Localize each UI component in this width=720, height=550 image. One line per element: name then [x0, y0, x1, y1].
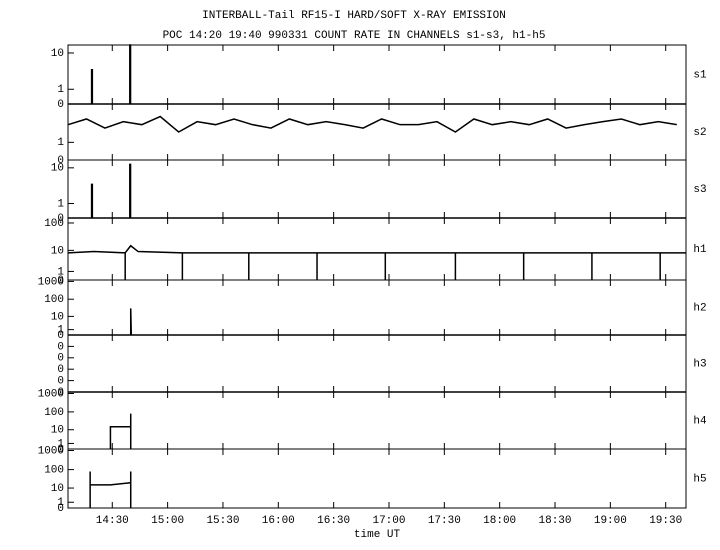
y-tick-label: 0 [57, 387, 64, 399]
series-label: s2 [693, 127, 706, 139]
series-label: s1 [693, 69, 707, 81]
y-tick-label: 0 [57, 213, 64, 225]
series-label: h2 [693, 302, 706, 314]
x-tick-label: 15:00 [151, 515, 184, 527]
panel-frame [67, 103, 687, 161]
y-tick-label: 0 [57, 341, 64, 353]
x-axis-label: time UT [354, 529, 401, 541]
panel-frame [67, 334, 687, 393]
series-label: s3 [693, 184, 706, 196]
y-tick-label: 0 [57, 99, 64, 111]
y-tick-label: 0 [57, 275, 64, 287]
y-tick-label: 1000 [38, 388, 64, 400]
panel-frame [67, 279, 687, 336]
series-line [89, 471, 132, 508]
y-tick-label: 100 [44, 407, 64, 419]
chart-title: INTERBALL-Tail RF15-I HARD/SOFT X-RAY EM… [202, 10, 506, 22]
series-line [68, 308, 686, 336]
y-tick-label: 1 [57, 325, 64, 337]
series-line [67, 115, 677, 133]
panel-frame [67, 159, 687, 219]
series-label: h1 [693, 244, 707, 256]
y-tick-label: 100 [44, 294, 64, 306]
y-tick-label: 1 [57, 198, 64, 210]
y-tick-label: 0 [57, 155, 64, 167]
series-line [68, 44, 686, 105]
y-tick-label: 100 [44, 218, 64, 230]
x-tick-label: 18:30 [539, 515, 572, 527]
y-tick-label: 10 [51, 48, 64, 60]
y-tick-label: 10 [51, 311, 64, 323]
x-tick-label: 19:30 [649, 515, 682, 527]
series-line [67, 244, 686, 280]
panel-frame [67, 448, 687, 509]
y-tick-label: 0 [57, 444, 64, 456]
y-tick-label: 10 [51, 163, 64, 175]
series-line [109, 413, 132, 449]
y-tick-label: 1000 [38, 276, 64, 288]
y-tick-label: 0 [57, 503, 64, 515]
x-tick-label: 19:00 [594, 515, 627, 527]
y-tick-label: 100 [44, 465, 64, 477]
y-tick-label: 1000 [38, 445, 64, 457]
x-tick-label: 16:00 [262, 515, 295, 527]
y-tick-label: 0 [57, 330, 64, 342]
y-tick-label: 1 [57, 438, 64, 450]
chart-subtitle: POC 14:20 19:40 990331 COUNT RATE IN CHA… [163, 30, 546, 42]
y-tick-label: 0 [57, 364, 64, 376]
y-tick-label: 1 [57, 497, 64, 509]
y-tick-label: 10 [51, 245, 64, 257]
x-tick-label: 18:00 [483, 515, 516, 527]
series-label: h4 [693, 415, 707, 427]
y-tick-label: 1 [57, 137, 64, 149]
series-label: h3 [693, 358, 706, 370]
x-tick-label: 17:30 [428, 515, 461, 527]
x-tick-label: 14:30 [96, 515, 129, 527]
y-tick-label: 0 [57, 376, 64, 388]
y-tick-label: 1 [57, 84, 64, 96]
x-tick-label: 17:00 [372, 515, 405, 527]
y-tick-label: 0 [57, 353, 64, 365]
y-tick-label: 10 [51, 483, 64, 495]
series-line [68, 163, 686, 219]
x-tick-label: 15:30 [206, 515, 239, 527]
panel-frame [67, 391, 687, 450]
panel-frame [67, 44, 687, 105]
series-label: h5 [693, 473, 706, 485]
panel-frame [67, 217, 687, 281]
x-tick-label: 16:30 [317, 515, 350, 527]
y-tick-label: 10 [51, 425, 64, 437]
y-tick-label: 1 [57, 266, 64, 278]
